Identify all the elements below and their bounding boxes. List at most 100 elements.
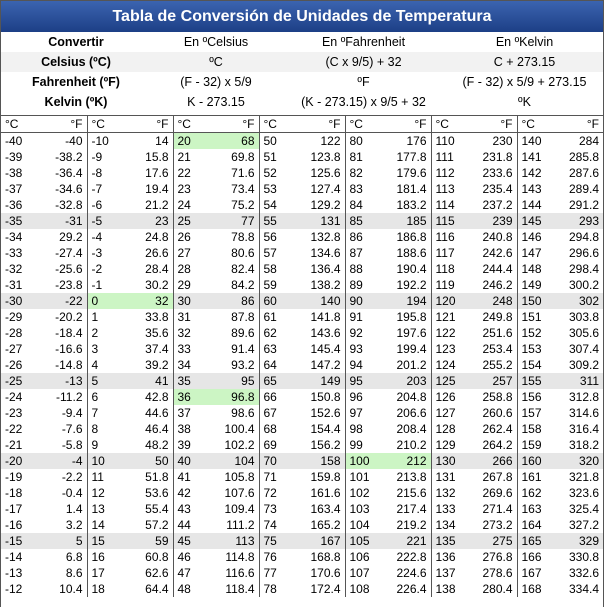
celsius-cell: 160 [516, 453, 560, 469]
fahrenheit-cell: 37.4 [145, 341, 169, 356]
fahrenheit-cell: 210.2 [396, 437, 427, 452]
fahrenheit-cell: 134.6 [310, 245, 341, 260]
header-cell: En ºFahrenheit [321, 35, 406, 49]
formula-cell: ºC [151, 52, 281, 72]
fahrenheit-cell: 113 [216, 533, 259, 549]
fahrenheit-cell: -22 [44, 293, 87, 309]
column-header: °C [430, 115, 474, 133]
celsius-cell: -20 [1, 453, 44, 469]
fahrenheit-cell: 91.4 [231, 341, 255, 356]
celsius-cell: 110 [430, 132, 474, 149]
celsius-cell: 159 [516, 437, 560, 453]
fahrenheit-cell: 154.4 [310, 421, 341, 436]
fahrenheit-cell: 42.8 [145, 389, 169, 404]
fahrenheit-cell: 105.8 [224, 469, 255, 484]
fahrenheit-cell: 39.2 [145, 357, 169, 372]
celsius-cell: 164 [516, 517, 560, 533]
fahrenheit-cell: 78.8 [231, 229, 255, 244]
formula-cell: (F - 32) x 5/9 + 273.15 [462, 75, 587, 89]
fahrenheit-cell: 246.2 [482, 277, 513, 292]
fahrenheit-cell: 53.6 [145, 485, 169, 500]
fahrenheit-cell: 240.8 [482, 229, 513, 244]
formula-cell: C + 273.15 [446, 52, 603, 72]
fahrenheit-cell: 96.8 [216, 389, 259, 405]
celsius-cell: 3 [86, 341, 130, 357]
celsius-cell: 155 [516, 373, 560, 389]
column-header: °F [44, 115, 87, 133]
header-row: Convertir En ºCelsius En ºFahrenheit En ºKe… [1, 32, 603, 52]
unit-cell: Celsius (ºC) [1, 52, 151, 72]
fahrenheit-cell: 41 [130, 373, 173, 389]
data-row: -15 5 15 59 45 113 75 167 105 221 135 275 165 329 [1, 533, 603, 549]
celsius-cell: 12 [86, 485, 130, 501]
celsius-cell: 53 [258, 181, 302, 197]
fahrenheit-cell: 258.8 [482, 389, 513, 404]
fahrenheit-cell: -13 [44, 373, 87, 389]
celsius-cell: 117 [430, 245, 474, 261]
celsius-cell: 129 [430, 437, 474, 453]
celsius-cell: 141 [516, 149, 560, 165]
fahrenheit-cell: 255.2 [482, 357, 513, 372]
fahrenheit-cell: 98.6 [231, 405, 255, 420]
formula-row: Celsius (ºC) ºC (C x 9/5) + 32 C + 273.15 [1, 52, 603, 72]
celsius-cell: 137 [430, 565, 474, 581]
celsius-cell: 10 [86, 453, 130, 469]
celsius-cell: 146 [516, 229, 560, 245]
fahrenheit-cell: 203 [388, 373, 431, 389]
celsius-cell: -14 [5, 549, 23, 564]
fahrenheit-cell: 140 [302, 293, 345, 309]
fahrenheit-cell: 60.8 [145, 549, 169, 564]
fahrenheit-cell: 271.4 [482, 501, 513, 516]
celsius-cell: 154 [516, 357, 560, 373]
celsius-cell: 82 [344, 165, 388, 181]
column-header: °F [388, 115, 431, 133]
fahrenheit-cell: -40 [65, 133, 83, 148]
fahrenheit-cell: 289.4 [568, 181, 599, 196]
fahrenheit-cell: 276.8 [482, 549, 513, 564]
celsius-cell: 33 [172, 341, 216, 357]
celsius-cell: 86 [344, 229, 388, 245]
celsius-cell: 70 [258, 453, 302, 469]
fahrenheit-cell: 298.4 [568, 261, 599, 276]
celsius-cell: 168 [516, 581, 560, 597]
fahrenheit-cell: 311 [560, 373, 603, 389]
celsius-cell: 165 [516, 533, 560, 549]
celsius-cell: -19 [5, 469, 23, 484]
fahrenheit-cell: 93.2 [231, 357, 255, 372]
fahrenheit-cell: 330.8 [568, 549, 599, 564]
column-header: °F [302, 115, 345, 133]
celsius-cell: 42 [172, 485, 216, 501]
fahrenheit-cell: 275 [474, 533, 517, 549]
celsius-cell: 107 [344, 565, 388, 581]
fahrenheit-cell: 59 [130, 533, 173, 549]
fahrenheit-cell: 192.2 [396, 277, 427, 292]
celsius-cell: 134 [430, 517, 474, 533]
fahrenheit-cell: 163.4 [310, 501, 341, 516]
celsius-cell: -15 [1, 533, 44, 549]
celsius-cell: 14 [86, 517, 130, 533]
fahrenheit-cell: 158 [302, 453, 345, 469]
fahrenheit-cell: 33.8 [145, 309, 169, 324]
celsius-cell: 54 [258, 197, 302, 213]
fahrenheit-cell: 307.4 [568, 341, 599, 356]
fahrenheit-cell: 199.4 [396, 341, 427, 356]
fahrenheit-cell: 107.6 [224, 485, 255, 500]
data-row: -39 -38.2 -9 15.8 21 69.8 51 123.8 81 177.8 111 231… [1, 149, 603, 165]
celsius-cell: 101 [344, 469, 388, 485]
fahrenheit-cell: 251.6 [482, 325, 513, 340]
celsius-cell: 64 [258, 357, 302, 373]
fahrenheit-cell: 224.6 [396, 565, 427, 580]
celsius-cell: 96 [344, 389, 388, 405]
header-cell: En ºKelvin [495, 35, 554, 49]
fahrenheit-cell: 293 [560, 213, 603, 229]
column-header: °F [474, 115, 517, 133]
fahrenheit-cell: 122 [320, 133, 341, 148]
celsius-cell: 62 [258, 325, 302, 341]
celsius-cell: 51 [258, 149, 302, 165]
fahrenheit-cell: 285.8 [568, 149, 599, 164]
celsius-cell: 24 [172, 197, 216, 213]
celsius-cell: 103 [344, 501, 388, 517]
celsius-cell: 16 [86, 549, 130, 565]
celsius-cell: 144 [516, 197, 560, 213]
fahrenheit-cell: 125.6 [310, 165, 341, 180]
